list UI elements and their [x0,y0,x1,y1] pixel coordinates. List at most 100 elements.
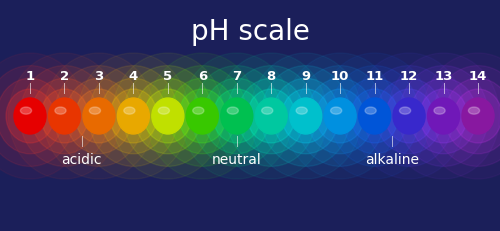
Text: 6: 6 [198,70,207,83]
Ellipse shape [420,90,468,143]
Text: 10: 10 [331,70,349,83]
Ellipse shape [8,54,120,179]
Ellipse shape [158,108,170,115]
Ellipse shape [353,54,465,179]
Ellipse shape [40,90,88,143]
Ellipse shape [422,54,500,179]
Ellipse shape [272,79,340,154]
Ellipse shape [250,54,362,179]
Ellipse shape [376,79,442,154]
Ellipse shape [134,79,202,154]
Text: 8: 8 [266,70,276,83]
Ellipse shape [192,66,282,167]
Ellipse shape [324,99,356,134]
Ellipse shape [316,90,364,143]
Ellipse shape [100,79,167,154]
Ellipse shape [358,99,390,134]
Ellipse shape [261,66,350,167]
Ellipse shape [385,90,433,143]
Ellipse shape [31,79,98,154]
Text: 11: 11 [366,70,384,83]
Ellipse shape [221,99,253,134]
Ellipse shape [118,99,150,134]
Ellipse shape [410,79,477,154]
Ellipse shape [146,54,258,179]
Ellipse shape [88,66,178,167]
Ellipse shape [0,54,86,179]
Ellipse shape [255,99,287,134]
Ellipse shape [213,90,261,143]
Ellipse shape [43,54,155,179]
Ellipse shape [90,108,101,115]
Text: 2: 2 [60,70,69,83]
Ellipse shape [444,79,500,154]
Ellipse shape [192,108,204,115]
Ellipse shape [296,108,308,115]
Ellipse shape [434,108,445,115]
Ellipse shape [238,79,305,154]
Ellipse shape [78,54,190,179]
Ellipse shape [20,108,32,115]
Ellipse shape [48,99,80,134]
Ellipse shape [112,54,224,179]
Ellipse shape [54,66,144,167]
Ellipse shape [454,90,500,143]
Ellipse shape [186,99,218,134]
Ellipse shape [365,108,376,115]
Ellipse shape [6,90,54,143]
Ellipse shape [83,99,115,134]
Ellipse shape [398,66,488,167]
Ellipse shape [124,108,135,115]
Text: 13: 13 [434,70,452,83]
Ellipse shape [290,99,322,134]
Ellipse shape [262,108,273,115]
Ellipse shape [158,66,247,167]
Ellipse shape [55,108,66,115]
Ellipse shape [227,108,238,115]
Ellipse shape [215,54,327,179]
Ellipse shape [462,99,494,134]
Ellipse shape [123,66,212,167]
Ellipse shape [350,90,399,143]
Ellipse shape [247,90,295,143]
Ellipse shape [433,66,500,167]
Text: 3: 3 [94,70,104,83]
Text: pH scale: pH scale [190,18,310,46]
Ellipse shape [203,79,270,154]
Ellipse shape [364,66,454,167]
Ellipse shape [110,90,158,143]
Ellipse shape [152,99,184,134]
Text: 12: 12 [400,70,418,83]
Text: 7: 7 [232,70,241,83]
Ellipse shape [226,66,316,167]
Text: 5: 5 [164,70,172,83]
Ellipse shape [388,54,500,179]
Ellipse shape [400,108,410,115]
Ellipse shape [168,79,236,154]
Ellipse shape [20,66,110,167]
Ellipse shape [66,79,132,154]
Ellipse shape [306,79,374,154]
Text: 1: 1 [26,70,35,83]
Ellipse shape [296,66,385,167]
Ellipse shape [341,79,408,154]
Text: 9: 9 [301,70,310,83]
Ellipse shape [393,99,425,134]
Text: acidic: acidic [62,152,102,166]
Ellipse shape [284,54,396,179]
Text: 4: 4 [129,70,138,83]
Ellipse shape [318,54,430,179]
Ellipse shape [144,90,192,143]
Ellipse shape [468,108,479,115]
Ellipse shape [0,79,64,154]
Ellipse shape [181,54,293,179]
Ellipse shape [282,90,330,143]
Text: alkaline: alkaline [365,152,419,166]
Ellipse shape [0,66,75,167]
Ellipse shape [330,108,342,115]
Ellipse shape [428,99,460,134]
Ellipse shape [178,90,226,143]
Ellipse shape [330,66,420,167]
Ellipse shape [14,99,46,134]
Text: 14: 14 [469,70,487,83]
